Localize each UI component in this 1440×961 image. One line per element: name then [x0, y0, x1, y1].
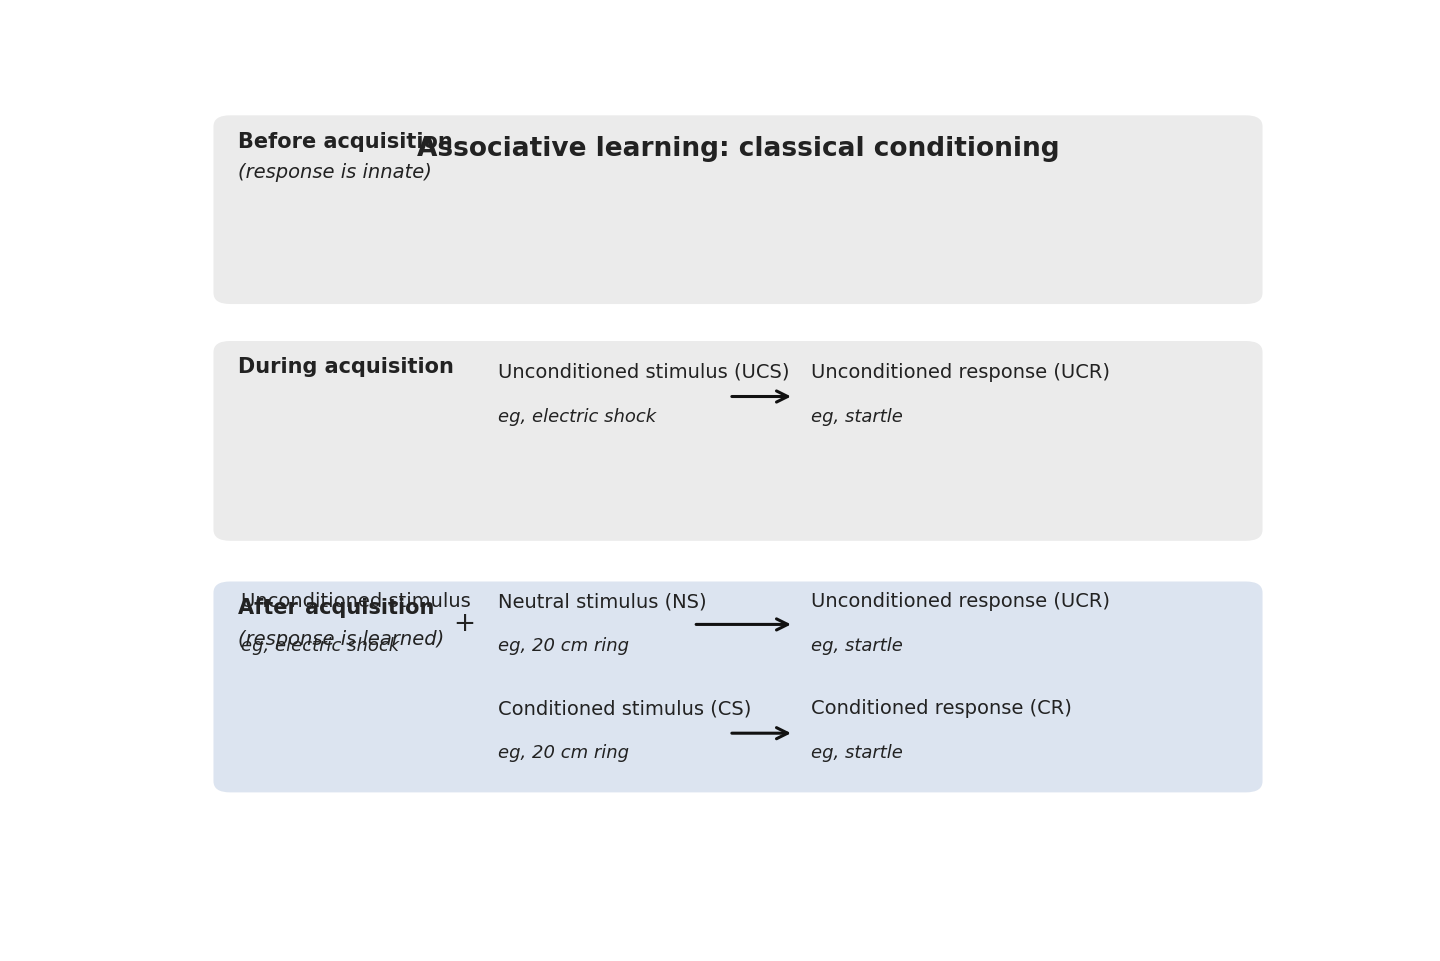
Text: Associative learning: classical conditioning: Associative learning: classical conditio… [416, 136, 1060, 161]
Text: Unconditioned response (UCR): Unconditioned response (UCR) [811, 362, 1110, 382]
Text: eg, 20 cm ring: eg, 20 cm ring [498, 744, 629, 762]
Text: During acquisition: During acquisition [238, 357, 454, 378]
Text: Before acquisition: Before acquisition [238, 132, 452, 152]
Text: (response is innate): (response is innate) [238, 163, 432, 183]
Text: Conditioned response (CR): Conditioned response (CR) [811, 700, 1071, 719]
Text: +: + [454, 611, 475, 637]
Text: eg, 20 cm ring: eg, 20 cm ring [498, 637, 629, 655]
Text: After acquisition: After acquisition [238, 598, 435, 618]
Text: Unconditioned stimulus: Unconditioned stimulus [242, 592, 471, 611]
Text: eg, startle: eg, startle [811, 407, 903, 426]
Text: (response is learned): (response is learned) [238, 629, 445, 649]
Text: eg, startle: eg, startle [811, 637, 903, 655]
Text: Unconditioned response (UCR): Unconditioned response (UCR) [811, 592, 1110, 611]
Text: Conditioned stimulus (CS): Conditioned stimulus (CS) [498, 700, 752, 719]
Text: eg, startle: eg, startle [811, 744, 903, 762]
Text: Neutral stimulus (NS): Neutral stimulus (NS) [498, 592, 707, 611]
Text: eg, electric shock: eg, electric shock [242, 637, 399, 655]
Text: eg, electric shock: eg, electric shock [498, 407, 657, 426]
FancyBboxPatch shape [213, 341, 1263, 541]
FancyBboxPatch shape [213, 115, 1263, 304]
FancyBboxPatch shape [213, 581, 1263, 793]
Text: Unconditioned stimulus (UCS): Unconditioned stimulus (UCS) [498, 362, 789, 382]
